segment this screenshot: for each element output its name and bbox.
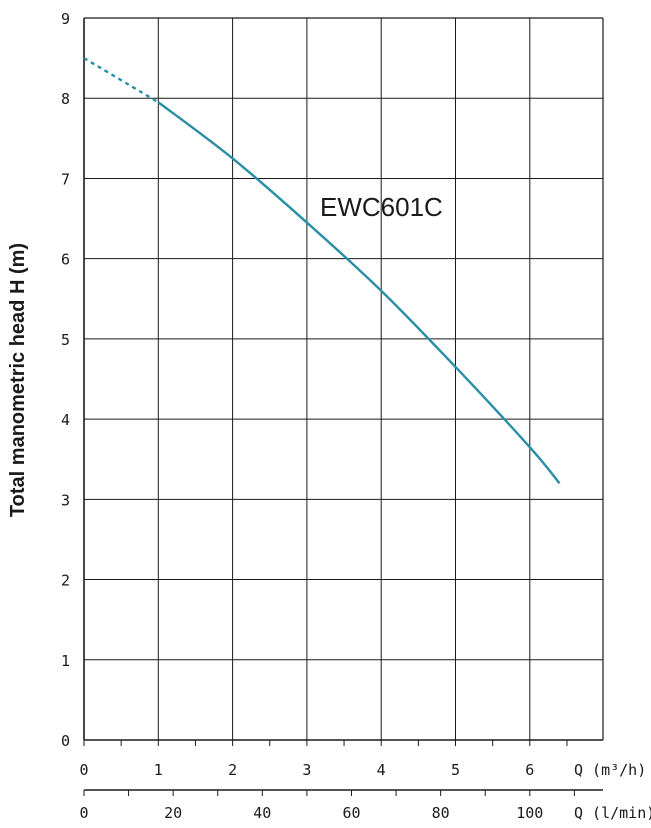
y-axis-label: Total manometric head H (m) xyxy=(7,243,29,517)
y-tick-label: 5 xyxy=(61,331,70,349)
x-tick-label-secondary: 20 xyxy=(164,804,182,822)
series xyxy=(83,57,561,485)
x-axis-secondary: 0 20 40 60 80 100 xyxy=(79,789,603,822)
x-tick-label-primary: 1 xyxy=(154,761,163,779)
y-tick-label: 4 xyxy=(61,411,70,429)
y-tick-label: 1 xyxy=(61,652,70,670)
x-tick-label-primary: 0 xyxy=(79,761,88,779)
x-tick-label-secondary: 80 xyxy=(432,804,450,822)
y-tick-label: 7 xyxy=(61,170,70,188)
grid xyxy=(83,17,604,741)
x-tick-label-primary: 3 xyxy=(302,761,311,779)
y-tick-label: 0 xyxy=(61,732,70,750)
series-label: EWC601C xyxy=(320,192,443,222)
x-axis-primary: 0 1 2 3 4 5 6 xyxy=(79,740,568,779)
x-tick-label-secondary: 100 xyxy=(516,804,543,822)
x-tick-label-secondary: 40 xyxy=(253,804,271,822)
x-tick-label-secondary: 0 xyxy=(79,804,88,822)
y-tick-label: 6 xyxy=(61,251,70,269)
y-tick-label: 8 xyxy=(61,90,70,108)
y-tick-label: 2 xyxy=(61,572,70,590)
x-tick-label-primary: 6 xyxy=(525,761,534,779)
y-tick-label: 3 xyxy=(61,491,70,509)
series-line-dashed xyxy=(83,57,159,104)
x-tick-label-primary: 5 xyxy=(451,761,460,779)
x-axis-secondary-label: Q (l/min) xyxy=(574,804,651,822)
x-tick-label-primary: 4 xyxy=(377,761,386,779)
x-tick-label-primary: 2 xyxy=(228,761,237,779)
x-tick-label-secondary: 60 xyxy=(342,804,360,822)
series-line xyxy=(157,101,561,485)
x-axis-primary-label: Q (m³/h) xyxy=(574,761,646,779)
y-ticks: 0 1 2 3 4 5 6 7 8 9 xyxy=(61,10,70,750)
y-tick-label: 9 xyxy=(61,10,70,28)
